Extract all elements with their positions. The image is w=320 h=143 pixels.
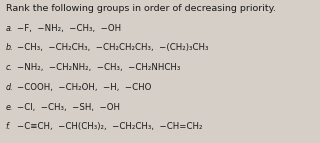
Text: −NH₂,  −CH₂NH₂,  −CH₃,  −CH₂NHCH₃: −NH₂, −CH₂NH₂, −CH₃, −CH₂NHCH₃ bbox=[17, 63, 180, 72]
Text: Rank the following groups in order of decreasing priority.: Rank the following groups in order of de… bbox=[6, 4, 276, 13]
Text: c.: c. bbox=[6, 63, 12, 72]
Text: −Cl,  −CH₃,  −SH,  −OH: −Cl, −CH₃, −SH, −OH bbox=[17, 103, 120, 112]
Text: d.: d. bbox=[6, 83, 13, 92]
Text: e.: e. bbox=[6, 103, 13, 112]
Text: b.: b. bbox=[6, 43, 13, 52]
Text: f.: f. bbox=[6, 122, 11, 131]
Text: −COOH,  −CH₂OH,  −H,  −CHO: −COOH, −CH₂OH, −H, −CHO bbox=[17, 83, 151, 92]
Text: a.: a. bbox=[6, 24, 13, 33]
Text: −F,  −NH₂,  −CH₃,  −OH: −F, −NH₂, −CH₃, −OH bbox=[17, 24, 121, 33]
Text: −CH₃,  −CH₂CH₃,  −CH₂CH₂CH₃,  −(CH₂)₃CH₃: −CH₃, −CH₂CH₃, −CH₂CH₂CH₃, −(CH₂)₃CH₃ bbox=[17, 43, 208, 52]
Text: −C≡CH,  −CH(CH₃)₂,  −CH₂CH₃,  −CH=CH₂: −C≡CH, −CH(CH₃)₂, −CH₂CH₃, −CH=CH₂ bbox=[17, 122, 202, 131]
